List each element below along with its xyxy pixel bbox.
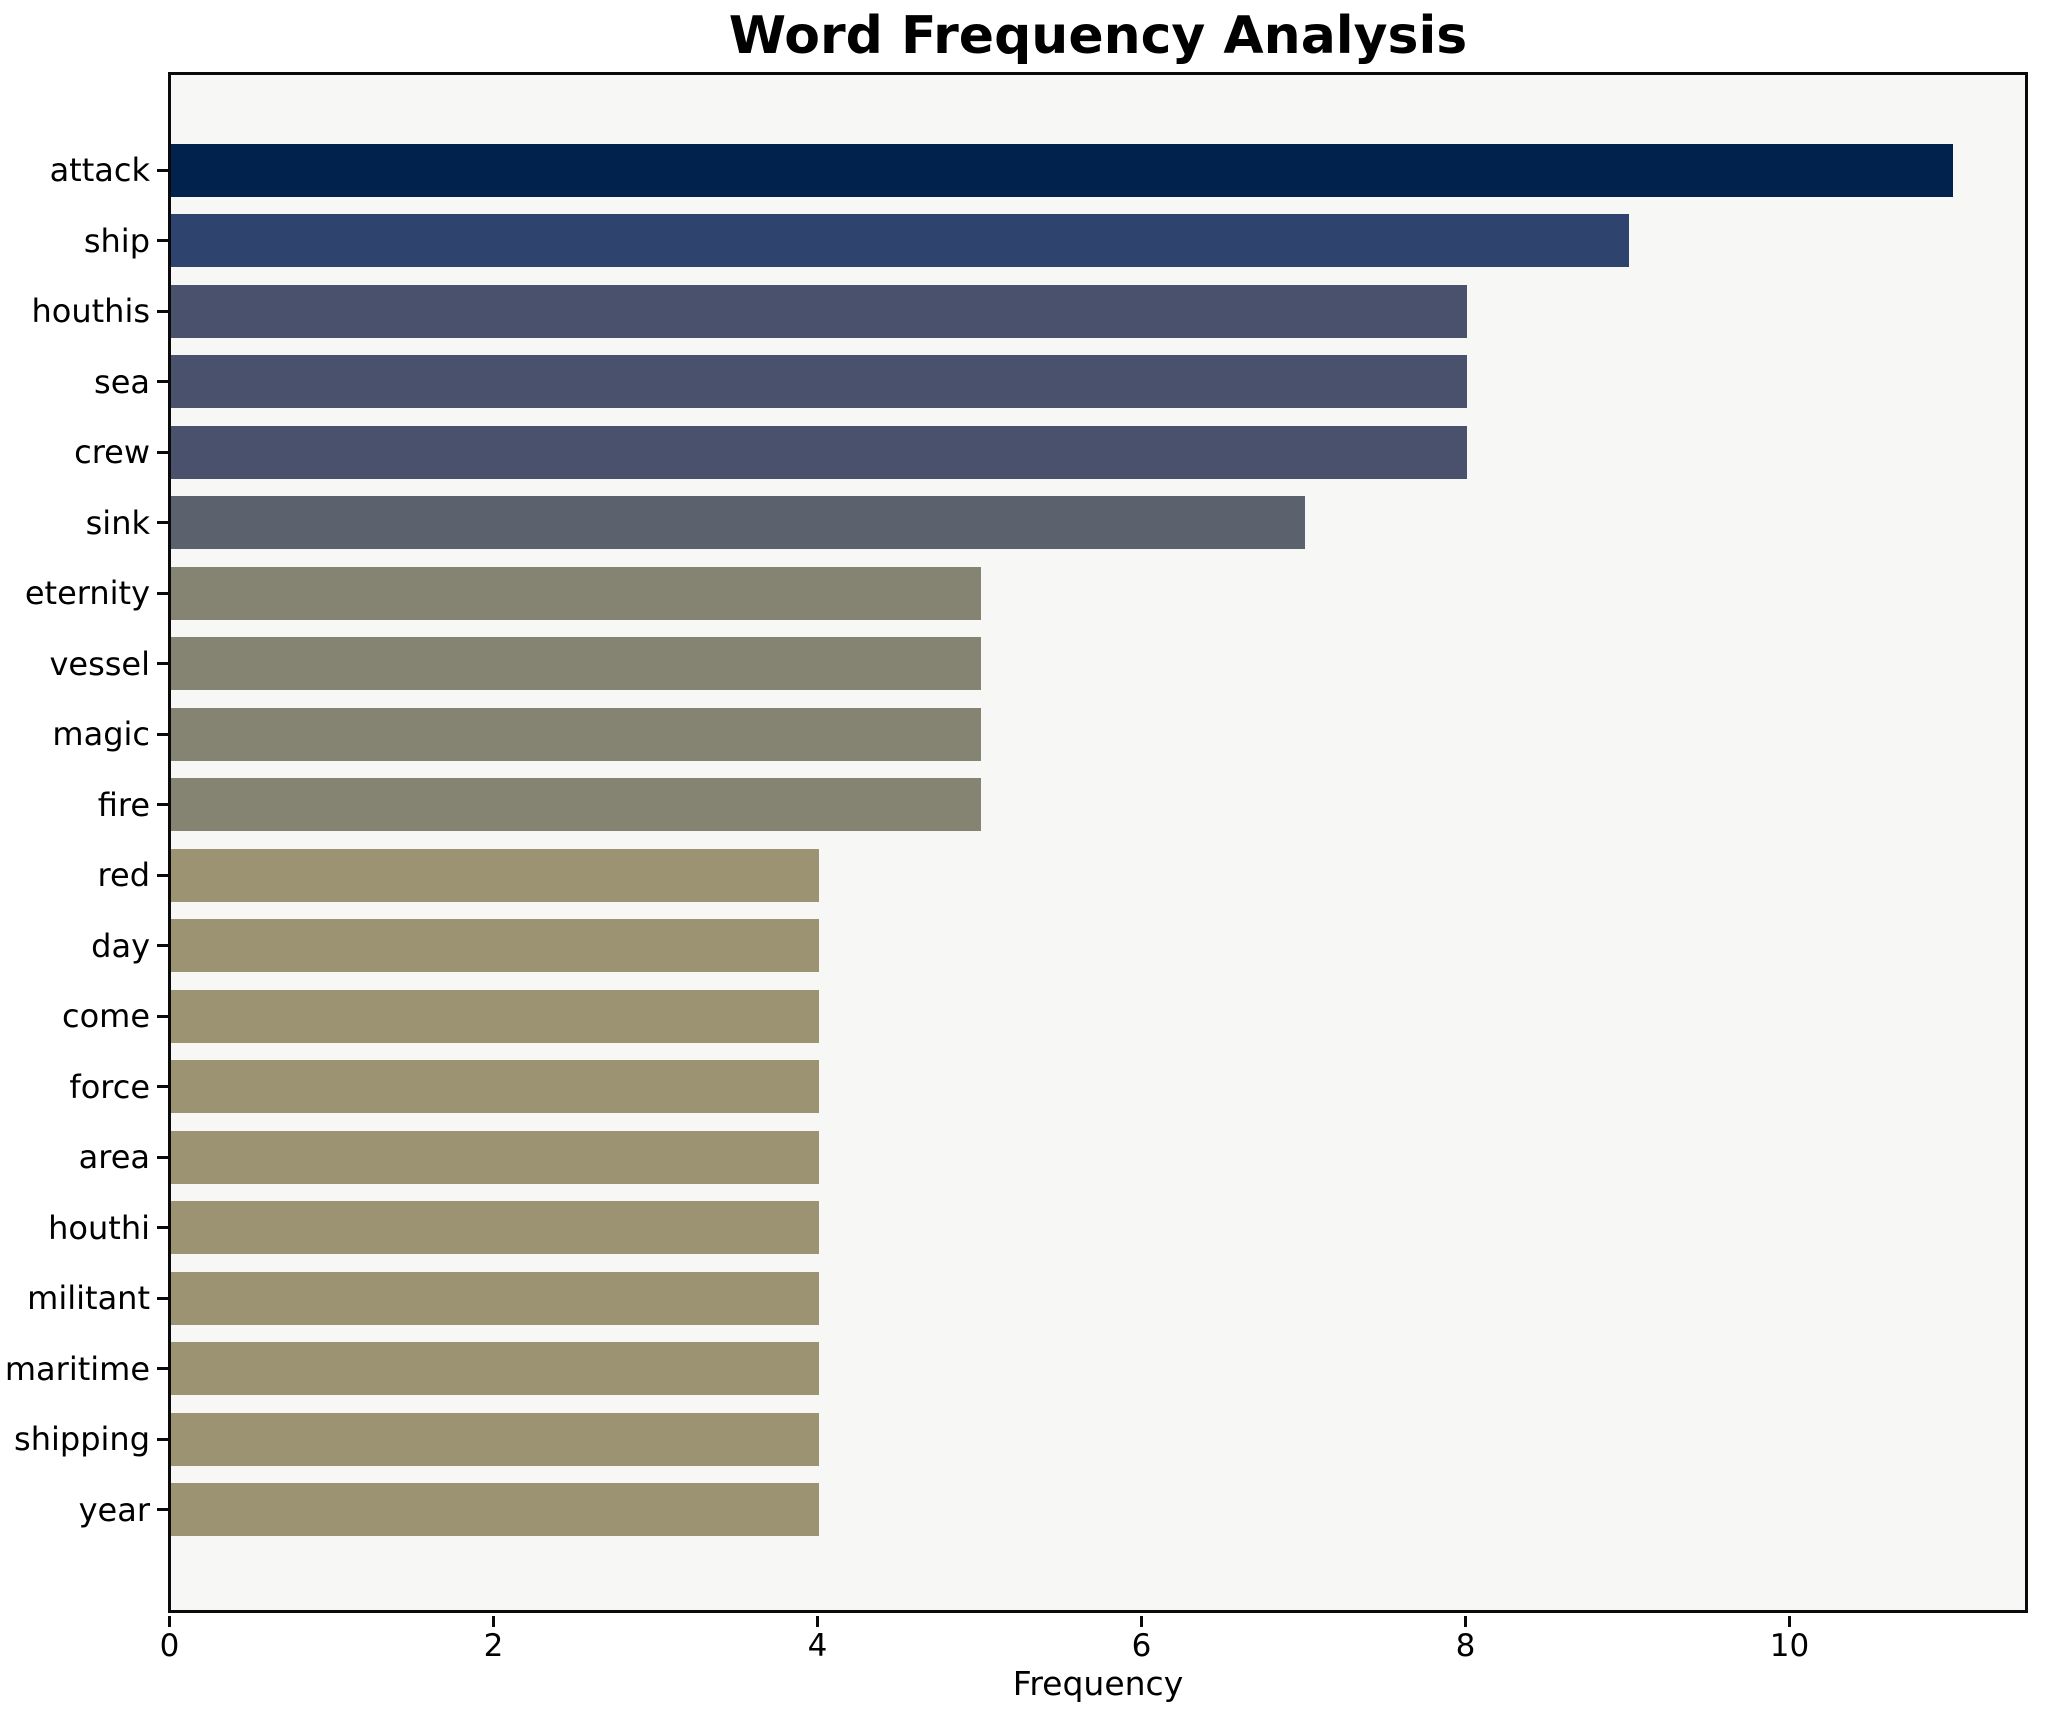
y-tick-label-militant: militant [27, 1279, 150, 1317]
y-tick-mark [157, 521, 168, 524]
y-tick-label-shipping: shipping [14, 1420, 150, 1458]
y-tick-mark [157, 732, 168, 736]
y-tick-mark [157, 1437, 168, 1441]
y-tick-mark [157, 662, 168, 665]
bar-magic [171, 707, 981, 761]
y-tick-label-fire: fire [97, 785, 150, 824]
y-tick-mark [157, 944, 168, 947]
bar-ship [171, 214, 1629, 267]
y-tick-label-sink: sink [85, 503, 150, 542]
bar-day [171, 919, 819, 972]
x-tick-label-10: 10 [1769, 1628, 1810, 1664]
x-tick-mark [1464, 1616, 1467, 1627]
bar-eternity [171, 566, 981, 620]
y-tick-label-year: year [78, 1490, 150, 1529]
y-tick-mark [157, 380, 168, 383]
y-tick-label-vessel: vessel [49, 644, 150, 683]
y-tick-label-red: red [97, 856, 150, 894]
x-tick-label-8: 8 [1455, 1628, 1476, 1664]
y-tick-mark [157, 1014, 168, 1018]
bar-come [171, 989, 819, 1043]
bar-maritime [171, 1342, 819, 1395]
bar-crew [171, 425, 1467, 479]
y-tick-mark [157, 1367, 168, 1370]
chart-title: Word Frequency Analysis [728, 6, 1468, 66]
plot-area [168, 72, 2028, 1613]
y-tick-label-sea: sea [94, 362, 150, 401]
y-tick-mark [157, 168, 168, 172]
y-tick-mark [157, 239, 168, 242]
y-tick-mark [157, 1296, 168, 1300]
x-tick-mark [168, 1616, 171, 1627]
x-tick-label-6: 6 [1131, 1628, 1152, 1664]
y-tick-label-day: day [91, 926, 150, 965]
bar-force [171, 1060, 819, 1113]
y-tick-label-come: come [61, 997, 150, 1035]
bar-area [171, 1130, 819, 1184]
bar-houthi [171, 1201, 819, 1254]
y-tick-mark [157, 309, 168, 313]
y-tick-mark [157, 1508, 168, 1511]
y-tick-mark [157, 803, 168, 806]
x-tick-label-0: 0 [159, 1628, 180, 1664]
bar-militant [171, 1271, 819, 1325]
x-axis-label: Frequency [1012, 1664, 1184, 1703]
y-tick-mark [157, 591, 168, 595]
y-tick-mark [157, 1085, 168, 1088]
bar-houthis [171, 284, 1467, 338]
y-tick-label-ship: ship [83, 221, 150, 260]
x-tick-mark [1788, 1616, 1791, 1627]
x-tick-label-2: 2 [483, 1628, 504, 1664]
y-tick-mark [157, 1155, 168, 1159]
y-tick-label-houthis: houthis [31, 292, 150, 330]
bar-red [171, 848, 819, 902]
bar-vessel [171, 637, 981, 690]
x-tick-mark [1140, 1616, 1143, 1627]
y-tick-label-maritime: maritime [4, 1349, 150, 1388]
y-tick-label-magic: magic [52, 715, 150, 753]
y-tick-mark [157, 873, 168, 877]
y-tick-label-crew: crew [74, 433, 150, 471]
y-tick-label-eternity: eternity [24, 574, 150, 612]
x-tick-mark [492, 1616, 495, 1627]
bar-fire [171, 778, 981, 831]
y-tick-label-force: force [69, 1067, 150, 1106]
x-tick-mark [816, 1616, 819, 1627]
y-tick-mark [157, 1226, 168, 1229]
bar-sink [171, 496, 1305, 549]
bar-attack [171, 143, 1953, 197]
y-tick-label-houthi: houthi [48, 1208, 150, 1247]
bar-sea [171, 355, 1467, 408]
x-tick-label-4: 4 [807, 1628, 828, 1664]
y-tick-label-area: area [78, 1138, 150, 1176]
bar-year [171, 1483, 819, 1536]
y-tick-label-attack: attack [49, 151, 150, 189]
bar-shipping [171, 1412, 819, 1466]
y-tick-mark [157, 450, 168, 454]
